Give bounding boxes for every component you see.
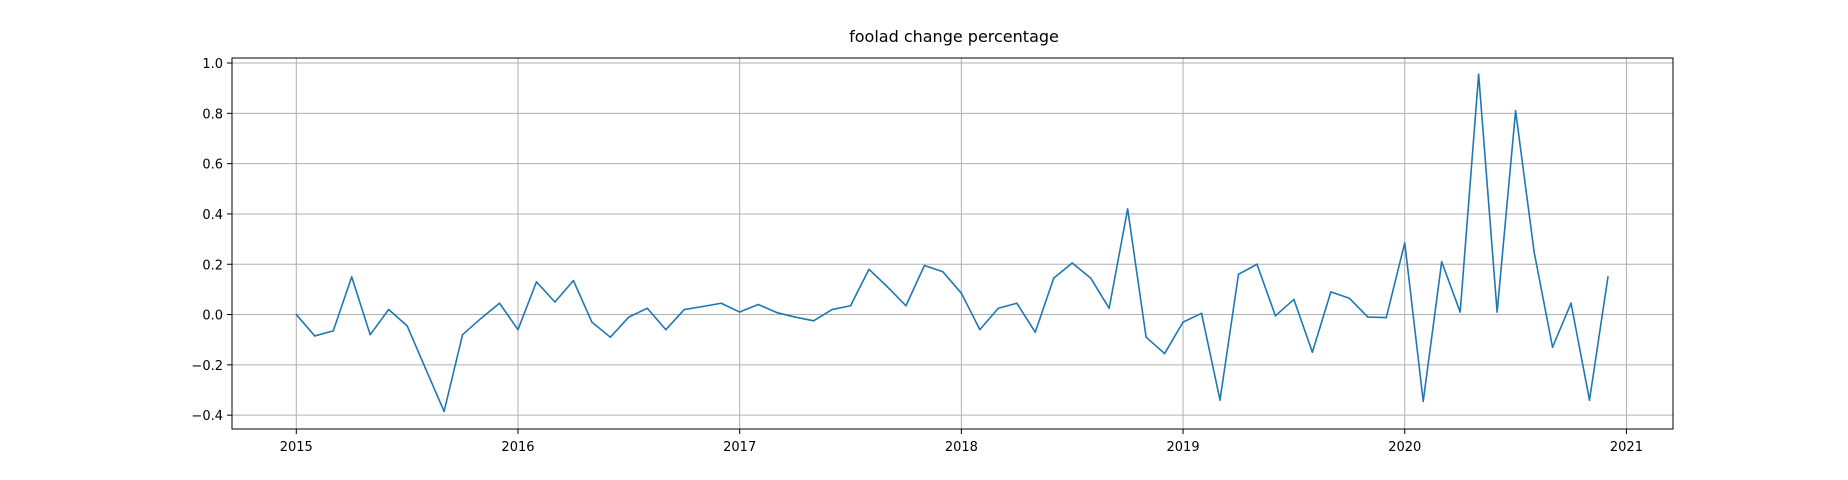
data-point xyxy=(997,307,1000,310)
data-point xyxy=(1385,316,1388,319)
data-point xyxy=(1348,297,1351,300)
data-point xyxy=(775,311,778,314)
data-point xyxy=(1108,307,1110,310)
data-point xyxy=(794,316,796,318)
x-axis: 2015 2016 2017 2018 2019 2020 2021 xyxy=(280,429,1643,455)
data-point xyxy=(1089,277,1092,279)
data-point xyxy=(757,303,759,306)
data-point xyxy=(350,276,353,278)
data-point xyxy=(1163,352,1166,355)
data-point xyxy=(1330,291,1332,293)
data-point xyxy=(498,302,501,305)
grid-lines xyxy=(232,58,1673,429)
x-tick-label: 2019 xyxy=(1167,440,1200,455)
x-tick-label: 2015 xyxy=(280,440,313,455)
series-line xyxy=(295,73,1609,413)
data-point xyxy=(1311,351,1314,354)
data-point xyxy=(1607,276,1609,278)
data-point xyxy=(1459,311,1461,313)
data-point xyxy=(1403,242,1406,244)
data-point xyxy=(1440,260,1443,263)
x-tick-label: 2020 xyxy=(1388,440,1421,455)
chart-title: foolad change percentage xyxy=(849,27,1059,46)
x-tick-label: 2017 xyxy=(723,440,756,455)
data-point xyxy=(1533,250,1535,253)
data-point xyxy=(517,328,519,331)
y-tick-label: 1.0 xyxy=(202,57,223,72)
data-point xyxy=(905,304,907,307)
data-point xyxy=(1477,73,1480,76)
y-axis: −0.4 −0.2 0.0 0.2 0.4 0.6 0.8 1.0 xyxy=(191,57,232,424)
data-point xyxy=(1496,311,1498,313)
x-tick-label: 2018 xyxy=(945,440,978,455)
y-tick-label: 0.4 xyxy=(202,208,223,223)
data-point xyxy=(923,264,926,267)
data-point xyxy=(886,286,889,288)
data-point xyxy=(1237,273,1240,276)
data-point xyxy=(609,336,612,338)
data-point xyxy=(369,333,371,336)
data-point xyxy=(942,270,944,273)
y-tick-label: 0.0 xyxy=(202,309,223,324)
data-point xyxy=(1422,400,1425,403)
data-point xyxy=(868,268,870,271)
data-point xyxy=(461,333,464,336)
data-point xyxy=(1182,321,1184,323)
data-point xyxy=(572,279,575,282)
x-tick-label: 2021 xyxy=(1610,440,1643,455)
data-point xyxy=(535,281,538,283)
data-point xyxy=(480,317,482,320)
data-point xyxy=(1219,399,1221,401)
y-tick-label: 0.6 xyxy=(202,158,223,173)
data-point xyxy=(738,311,741,313)
data-point xyxy=(1570,302,1572,305)
data-point xyxy=(628,316,630,318)
data-point xyxy=(387,308,390,311)
data-point xyxy=(960,292,963,294)
data-point xyxy=(664,328,667,331)
y-tick-label: −0.2 xyxy=(191,359,223,374)
data-point xyxy=(313,335,316,337)
data-point xyxy=(1015,302,1018,305)
y-tick-label: −0.4 xyxy=(191,409,223,424)
data-point xyxy=(831,308,833,311)
data-point xyxy=(1145,336,1147,338)
data-point xyxy=(1034,331,1037,333)
data-point xyxy=(1367,316,1369,318)
y-tick-label: 0.2 xyxy=(202,258,223,273)
data-point xyxy=(683,308,686,311)
data-point xyxy=(1514,110,1517,112)
data-point xyxy=(646,307,649,310)
data-point xyxy=(443,410,445,413)
data-point xyxy=(849,304,852,307)
data-point xyxy=(1071,262,1074,264)
data-point xyxy=(1200,312,1203,315)
data-point xyxy=(701,305,704,308)
series-layer xyxy=(295,73,1609,413)
data-point xyxy=(979,328,981,331)
data-point xyxy=(332,330,335,332)
plot-frame xyxy=(231,57,1674,430)
data-point xyxy=(1256,263,1258,266)
data-point xyxy=(1052,277,1055,279)
data-point xyxy=(1126,208,1129,210)
data-point xyxy=(1274,315,1277,317)
data-point xyxy=(1588,399,1591,401)
x-tick-label: 2016 xyxy=(501,440,534,455)
data-point xyxy=(554,301,556,303)
data-point xyxy=(812,320,815,322)
data-point xyxy=(406,325,408,327)
data-point xyxy=(1293,298,1295,301)
y-tick-label: 0.8 xyxy=(202,107,223,122)
data-point xyxy=(720,302,723,305)
data-point xyxy=(1551,346,1554,349)
data-point xyxy=(591,321,593,323)
data-point xyxy=(295,313,298,316)
data-point xyxy=(424,367,427,370)
